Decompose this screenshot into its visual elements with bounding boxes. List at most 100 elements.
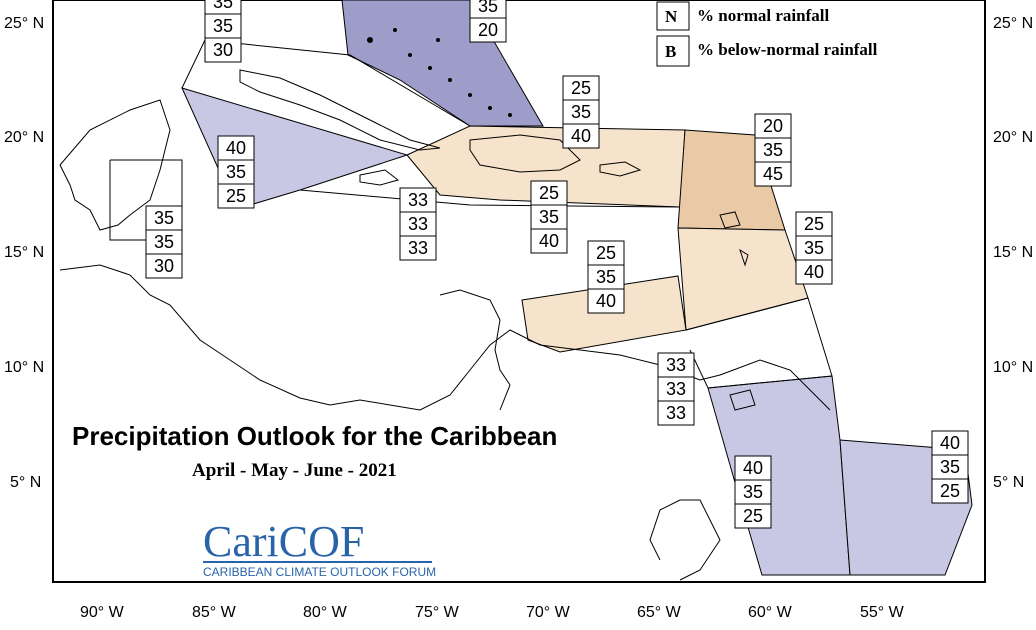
outlook-value: 40 xyxy=(743,458,763,478)
outlook-value: 40 xyxy=(940,433,960,453)
outlook-box-trinidad: 33 33 33 xyxy=(657,352,695,426)
outlook-value: 35 xyxy=(763,140,783,160)
logo-wordmark: CariCOF xyxy=(203,517,364,566)
outlook-value: 35 xyxy=(596,267,616,287)
outlook-cell xyxy=(217,135,255,161)
legend-key-box xyxy=(656,35,690,67)
outlook-box-guyana: 40 35 25 xyxy=(734,455,772,529)
outlook-cell xyxy=(399,187,437,213)
outlook-value: 35 xyxy=(804,238,824,258)
logo-tagline: CARIBBEAN CLIMATE OUTLOOK FORUM xyxy=(203,565,436,579)
map-title: Precipitation Outlook for the Caribbean xyxy=(72,421,557,451)
lat-label: 25° N xyxy=(4,15,44,32)
outlook-cell xyxy=(217,183,255,209)
outlook-cell xyxy=(204,37,242,63)
outlook-value: 25 xyxy=(571,78,591,98)
lon-label: 80° W xyxy=(303,604,348,621)
zone-abc-islands xyxy=(521,275,687,353)
outlook-box-gulf-north: 35 35 30 xyxy=(204,0,242,63)
bahamas-islands xyxy=(367,28,512,117)
legend: N % normal rainfall B % below-normal rai… xyxy=(656,1,878,67)
outlook-value: 25 xyxy=(804,214,824,234)
outlook-value: 35 xyxy=(154,208,174,228)
lon-labels: 90° W 85° W 80° W 75° W 70° W 65° W 60° … xyxy=(80,604,905,621)
lat-label: 20° N xyxy=(993,129,1033,146)
outlook-value: 25 xyxy=(226,186,246,206)
outlook-box-cayman-cuba: 40 35 25 xyxy=(217,135,255,209)
outlook-cell xyxy=(587,264,625,290)
outlook-value: 33 xyxy=(666,403,686,423)
lon-label: 90° W xyxy=(80,604,125,621)
outlook-cell xyxy=(734,479,772,505)
outlook-cell xyxy=(795,211,833,237)
lat-label: 5° N xyxy=(10,474,41,491)
outlook-value: 40 xyxy=(226,138,246,158)
outlook-value: 25 xyxy=(596,243,616,263)
outlook-cell xyxy=(657,400,695,426)
lat-label: 5° N xyxy=(993,474,1024,491)
outlook-cell xyxy=(530,228,568,254)
outlook-cell xyxy=(217,159,255,185)
outlook-value: 25 xyxy=(539,183,559,203)
outlook-cell xyxy=(734,455,772,481)
lat-label: 10° N xyxy=(993,359,1033,376)
lat-label: 10° N xyxy=(4,359,44,376)
lon-label: 55° W xyxy=(860,604,905,621)
outlook-value: 25 xyxy=(743,506,763,526)
outlook-value: 35 xyxy=(478,0,498,16)
legend-key: B xyxy=(665,42,676,61)
outlook-value: 33 xyxy=(408,214,428,234)
outlook-cell xyxy=(587,288,625,314)
outlook-box-hispaniola-south: 25 35 40 xyxy=(530,180,568,254)
outlook-cell xyxy=(931,454,969,480)
legend-key-box xyxy=(656,1,690,31)
outlook-value: 40 xyxy=(571,126,591,146)
lon-label: 65° W xyxy=(637,604,682,621)
outlook-box-hispaniola-north: 25 35 40 xyxy=(562,75,600,149)
outlook-value: 35 xyxy=(154,232,174,252)
outlook-box-suriname-guiana: 40 35 25 xyxy=(931,430,969,504)
outlook-cell xyxy=(795,259,833,285)
coastlines xyxy=(59,69,831,581)
outlook-value: 30 xyxy=(213,40,233,60)
outlook-value: 20 xyxy=(763,116,783,136)
outlook-value: 40 xyxy=(539,231,559,251)
outlook-cell xyxy=(145,253,183,279)
outlook-cell xyxy=(754,161,792,187)
outlook-box-leeward-islands: 20 35 45 xyxy=(754,113,792,187)
outlook-cell xyxy=(530,204,568,230)
outlook-box-abc-islands: 25 35 40 xyxy=(587,240,625,314)
outlook-value: 25 xyxy=(940,481,960,501)
lon-label: 85° W xyxy=(192,604,237,621)
outlook-cell xyxy=(399,235,437,261)
outlook-cell xyxy=(399,211,437,237)
lat-label: 15° N xyxy=(4,244,44,261)
outlook-box-windward-islands: 25 35 40 xyxy=(795,211,833,285)
lon-label: 70° W xyxy=(526,604,571,621)
outlook-cell xyxy=(204,13,242,39)
outlook-cell xyxy=(562,75,600,101)
outlook-value: 35 xyxy=(213,16,233,36)
lon-label: 60° W xyxy=(748,604,793,621)
outlook-cell xyxy=(754,113,792,139)
outlook-cell xyxy=(734,503,772,529)
outlook-value: 45 xyxy=(763,164,783,184)
legend-text: % below-normal rainfall xyxy=(697,40,878,59)
outlook-cell xyxy=(587,240,625,266)
outlook-value: 35 xyxy=(571,102,591,122)
outlook-value: 33 xyxy=(666,355,686,375)
outlook-value: 33 xyxy=(408,238,428,258)
outlook-value: 35 xyxy=(743,482,763,502)
lat-label: 25° N xyxy=(993,15,1033,32)
outlook-value: 33 xyxy=(408,190,428,210)
outlook-value: 35 xyxy=(226,162,246,182)
lon-label: 75° W xyxy=(415,604,460,621)
outlook-cell xyxy=(145,205,183,231)
caricof-logo: CariCOF CARIBBEAN CLIMATE OUTLOOK FORUM xyxy=(203,517,436,579)
outlook-value: 35 xyxy=(213,0,233,12)
outlook-cell xyxy=(657,352,695,378)
outlook-cell xyxy=(562,99,600,125)
legend-key: N xyxy=(665,7,678,26)
